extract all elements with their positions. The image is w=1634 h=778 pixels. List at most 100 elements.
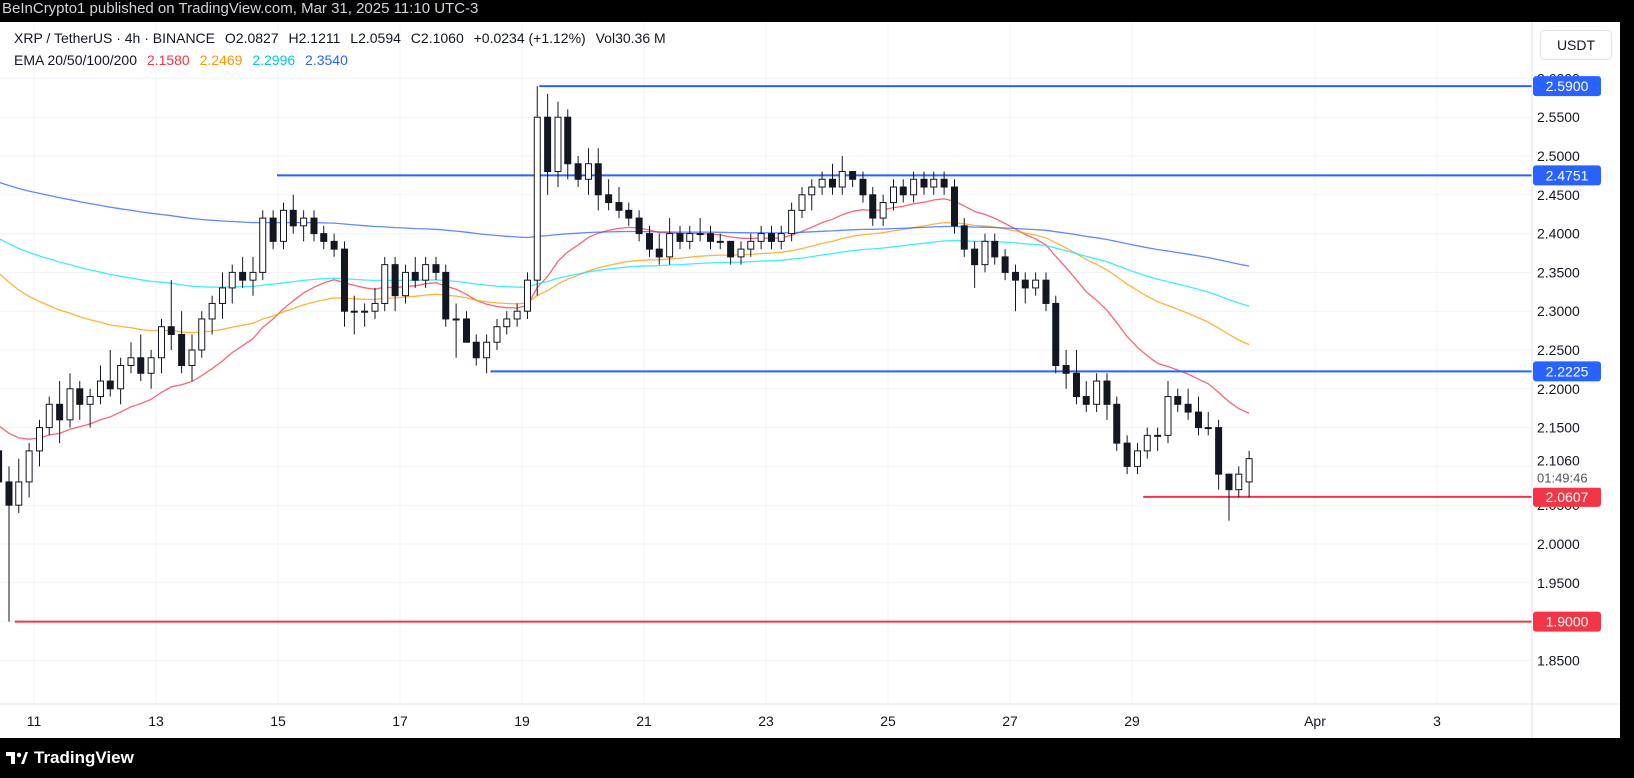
candle-body (483, 341, 491, 359)
candle-body (56, 403, 64, 421)
candle-body (350, 310, 358, 313)
y-tick-label: 2.5500 (1537, 109, 1580, 125)
candle-body (645, 233, 653, 250)
price-tag-bg (1533, 361, 1601, 382)
candle-body (96, 380, 104, 398)
legend-high: H2.1211 (288, 30, 341, 46)
legend-symbol: XRP / TetherUS · 4h · BINANCE (14, 30, 215, 46)
price-tag-label: 2.4751 (1546, 167, 1589, 183)
legend-ema-20: 2.1580 (146, 52, 190, 68)
candle-body (635, 217, 643, 235)
candle-body (808, 186, 816, 196)
candle-body (1032, 279, 1040, 289)
candle-body (1001, 256, 1009, 273)
y-tick-label: 2.4500 (1537, 187, 1580, 203)
candle-body (971, 248, 979, 266)
candle-body (1062, 365, 1070, 374)
price-tag-label: 2.2225 (1546, 363, 1589, 379)
currency-button[interactable]: USDT (1540, 30, 1612, 60)
y-tick-label: 2.4000 (1537, 226, 1580, 242)
price-tag-bg (1533, 165, 1601, 186)
candle-body (1133, 450, 1141, 467)
price-chart[interactable]: 1.85001.90001.95002.00002.05002.10002.15… (0, 22, 1620, 738)
candle-body (76, 388, 84, 405)
tradingview-logo-icon (6, 752, 28, 764)
candle-body (716, 240, 724, 243)
candle-body (381, 264, 389, 304)
candle-countdown: 01:49:46 (1537, 471, 1588, 486)
candle-body (828, 178, 836, 188)
candle-body (25, 450, 33, 483)
legend-close: C2.1060 (410, 30, 464, 46)
x-tick-label: 27 (1002, 713, 1018, 729)
candle-body (1184, 403, 1192, 413)
candle-body (859, 178, 867, 196)
candle-body (1245, 458, 1253, 483)
footer-bar: TradingView (0, 738, 1634, 778)
candle-body (401, 271, 409, 297)
candle-body (523, 279, 531, 312)
candle-body (66, 388, 74, 421)
candle-body (920, 178, 928, 188)
legend-ema-200: 2.3540 (305, 52, 348, 68)
candle-body (5, 481, 13, 506)
grid-lines (0, 22, 1532, 704)
candle-body (1042, 279, 1050, 304)
candle-body (1123, 442, 1131, 467)
time-axis: 11 13 15 17 19 21 23 25 27 29 Apr 3 (0, 703, 1620, 729)
x-tick-label: 21 (636, 713, 652, 729)
candle-body (1154, 434, 1162, 437)
candle-body (869, 194, 877, 219)
candle-body (45, 403, 53, 429)
candle-body (655, 248, 663, 258)
candle-body (300, 217, 308, 227)
candle-body (157, 326, 165, 359)
chart-panel[interactable]: 1.85001.90001.95002.00002.05002.10002.15… (0, 22, 1620, 738)
candle-body (818, 178, 826, 188)
candle-body (493, 326, 501, 343)
candle-body (706, 233, 714, 242)
candle-body (666, 233, 674, 258)
publisher-bar: BeInCrypto1 published on TradingView.com… (0, 0, 1634, 22)
legend-open: O2.0827 (224, 30, 279, 46)
candle-body (391, 264, 399, 297)
candle-body (940, 178, 948, 188)
candle-body (899, 186, 907, 196)
candle-body (289, 209, 297, 227)
candle-body (574, 163, 582, 180)
x-tick-label: 17 (392, 713, 408, 729)
candle-body (849, 171, 857, 180)
y-tick-label: 2.1500 (1537, 420, 1580, 436)
x-tick-label: 3 (1433, 713, 1441, 729)
candle-body (86, 396, 94, 405)
candle-body (1215, 427, 1223, 475)
ema-100-line (0, 238, 1250, 307)
candle-body (1072, 372, 1080, 398)
candle-body (1082, 396, 1090, 405)
candle-body (228, 271, 236, 289)
legend-change: +0.0234 (+1.12%) (473, 30, 586, 46)
candle-body (137, 357, 145, 374)
price-tag-label: 2.5900 (1546, 78, 1589, 94)
x-tick-label: 29 (1124, 713, 1140, 729)
candle-body (1021, 279, 1029, 289)
candle-body (218, 287, 226, 304)
y-tick-label: 2.0000 (1537, 536, 1580, 552)
candle-body (1113, 403, 1121, 444)
candle-body (503, 318, 511, 328)
candle-body (727, 240, 735, 258)
candle-body (188, 349, 196, 367)
candle-body (533, 116, 541, 281)
x-tick-label: 19 (514, 713, 530, 729)
candle-body (879, 202, 887, 219)
candle-body (1235, 473, 1243, 491)
legend-row-ohlc: XRP / TetherUS · 4h · BINANCE O2.0827 H2… (14, 30, 672, 46)
candle-body (777, 233, 785, 242)
candle-body (584, 163, 592, 180)
candle-body (422, 264, 430, 281)
candle-body (930, 178, 938, 188)
x-tick-label: 15 (270, 713, 286, 729)
candle-body (1011, 271, 1019, 281)
candle-body (269, 217, 277, 242)
